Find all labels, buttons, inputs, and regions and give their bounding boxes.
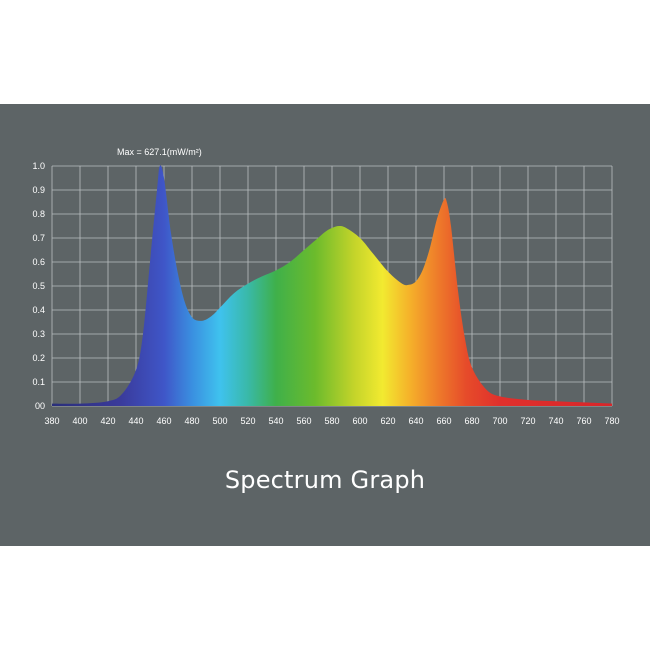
x-tick-label: 400	[72, 416, 87, 426]
x-tick-label: 540	[268, 416, 283, 426]
x-tick-label: 620	[380, 416, 395, 426]
x-tick-label: 460	[156, 416, 171, 426]
x-tick-label: 380	[44, 416, 59, 426]
x-tick-label: 440	[128, 416, 143, 426]
x-tick-label: 720	[520, 416, 535, 426]
y-tick-label: 0.8	[32, 209, 45, 219]
y-tick-label: 1.0	[32, 161, 45, 171]
x-tick-label: 520	[240, 416, 255, 426]
y-tick-label: 00	[35, 401, 45, 411]
chart-title: Spectrum Graph	[224, 466, 426, 494]
x-tick-label: 680	[464, 416, 479, 426]
x-tick-label: 420	[100, 416, 115, 426]
y-tick-label: 0.3	[32, 329, 45, 339]
x-tick-label: 640	[408, 416, 423, 426]
chart-panel: 00 0.1 0.2 0.3 0.4 0.5 0.6 0.7 0.8 0.9 1.0 380 400 4…	[0, 104, 650, 546]
y-tick-label: 0.6	[32, 257, 45, 267]
x-tick-label: 780	[604, 416, 619, 426]
y-tick-label: 0.5	[32, 281, 45, 291]
max-annotation: Max = 627.1(mW/m²)	[117, 147, 202, 157]
y-tick-label: 0.7	[32, 233, 45, 243]
y-tick-label: 0.1	[32, 377, 45, 387]
x-axis-ticks: 380 400 420 440 460 480 500 520 540 560 580 600 620 6…	[44, 416, 619, 426]
y-axis-ticks: 00 0.1 0.2 0.3 0.4 0.5 0.6 0.7 0.8 0.9 1.0	[32, 161, 45, 411]
y-tick-label: 0.4	[32, 305, 45, 315]
x-tick-label: 600	[352, 416, 367, 426]
x-tick-label: 480	[184, 416, 199, 426]
x-tick-label: 760	[576, 416, 591, 426]
spectrum-chart: 00 0.1 0.2 0.3 0.4 0.5 0.6 0.7 0.8 0.9 1.0 380 400 4…	[32, 147, 619, 426]
x-tick-label: 560	[296, 416, 311, 426]
x-tick-label: 700	[492, 416, 507, 426]
y-tick-label: 0.9	[32, 185, 45, 195]
y-tick-label: 0.2	[32, 353, 45, 363]
spectrum-area	[52, 165, 612, 406]
x-tick-label: 740	[548, 416, 563, 426]
x-tick-label: 500	[212, 416, 227, 426]
x-tick-label: 660	[436, 416, 451, 426]
x-tick-label: 580	[324, 416, 339, 426]
